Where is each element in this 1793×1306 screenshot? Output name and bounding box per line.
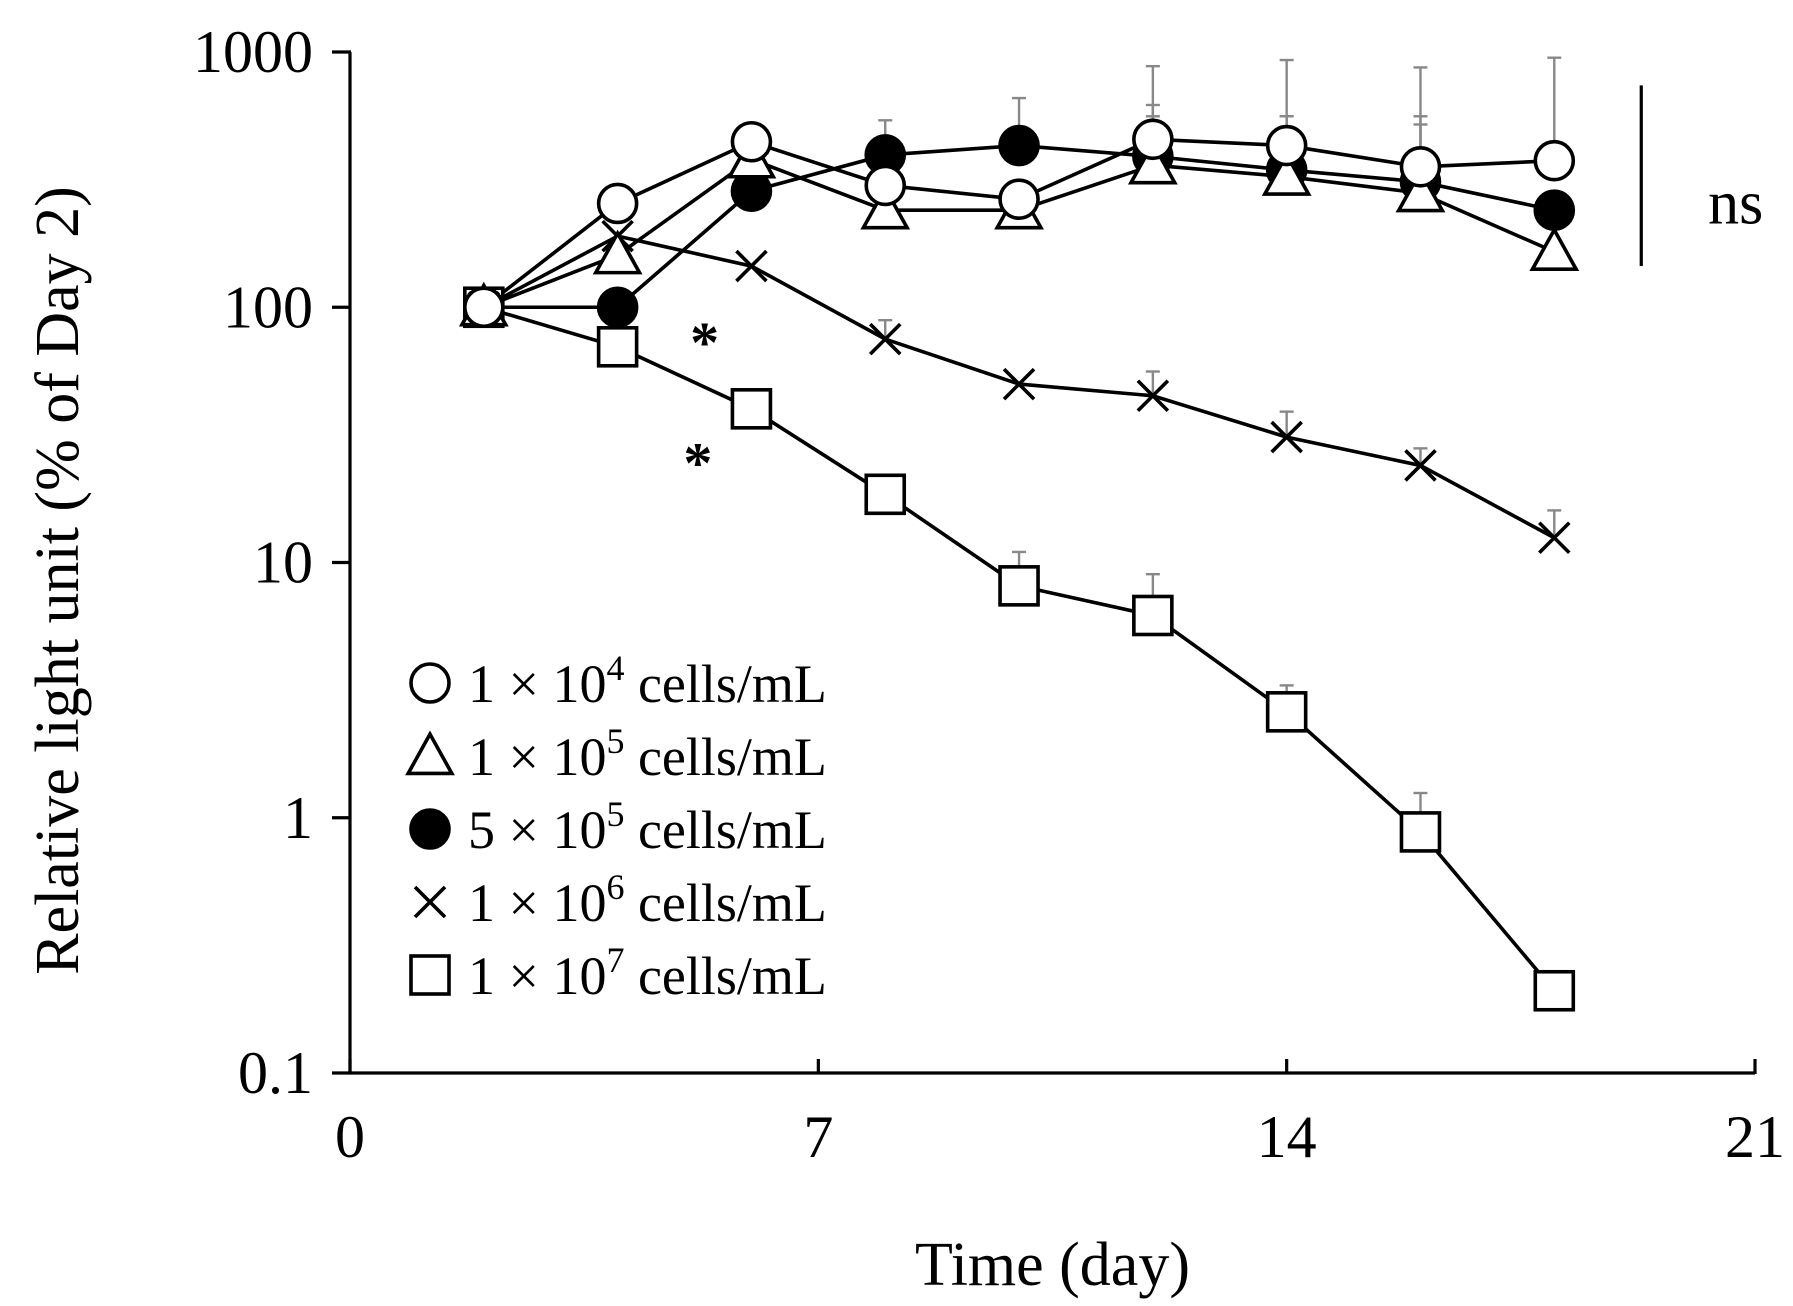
legend-label: 1 × 107 cells/mL xyxy=(468,940,827,1006)
data-point xyxy=(1529,226,1580,272)
data-point xyxy=(1002,367,1036,401)
legend: 1 × 104 cells/mL 1 × 105 cells/mL 5 × 105 … xyxy=(405,648,827,1006)
series-markers xyxy=(458,118,1580,1012)
data-point xyxy=(463,286,505,329)
data-point xyxy=(1265,124,1308,167)
data-point xyxy=(1538,521,1571,555)
legend-label: 5 × 105 cells/mL xyxy=(468,794,827,860)
data-point xyxy=(1270,420,1303,454)
data-point xyxy=(998,178,1040,221)
y-tick-label: 100 xyxy=(223,274,313,340)
legend-marker xyxy=(405,730,455,776)
data-point xyxy=(998,565,1040,607)
y-axis-title: Relative light unit (% of Day 2) xyxy=(24,186,92,975)
data-point xyxy=(592,229,643,275)
data-point xyxy=(1533,969,1576,1012)
x-tick-label: 21 xyxy=(1725,1104,1785,1170)
data-point xyxy=(1399,146,1442,188)
y-tick-label: 1000 xyxy=(193,19,313,85)
data-point xyxy=(1132,594,1174,637)
legend-marker xyxy=(413,885,447,919)
data-point xyxy=(860,184,911,230)
x-axis-title: Time (day) xyxy=(915,1231,1190,1299)
data-point xyxy=(1533,139,1576,182)
legend-label: 1 × 105 cells/mL xyxy=(468,721,827,787)
annotations: * * ns xyxy=(683,85,1763,495)
x-tick-label: 0 xyxy=(335,1104,365,1170)
data-point xyxy=(864,164,907,207)
legend-marker xyxy=(409,954,451,996)
data-point xyxy=(596,325,639,368)
data-point xyxy=(730,388,773,430)
data-point xyxy=(1136,379,1170,413)
legend-marker xyxy=(409,808,451,850)
data-point xyxy=(1265,691,1308,733)
ticks: 0 7 14 21 0.1 1 10 100 1000 xyxy=(193,19,1785,1170)
data-point xyxy=(730,120,773,163)
y-tick-label: 0.1 xyxy=(238,1040,313,1106)
ns-label: ns xyxy=(1708,170,1763,238)
data-point xyxy=(868,322,902,356)
x-tick-label: 14 xyxy=(1257,1104,1317,1170)
legend-label: 1 × 104 cells/mL xyxy=(468,648,827,714)
data-point xyxy=(1127,139,1178,185)
data-point xyxy=(864,473,907,516)
x-tick-label: 7 xyxy=(803,1104,833,1170)
data-point xyxy=(1533,189,1576,232)
y-tick-label: 10 xyxy=(253,530,313,596)
data-point xyxy=(1404,449,1437,482)
significance-asterisk: * xyxy=(683,430,712,495)
data-point xyxy=(596,182,639,225)
data-point xyxy=(1132,118,1174,161)
significance-asterisk: * xyxy=(690,310,719,375)
legend-marker xyxy=(409,662,451,704)
y-tick-label: 1 xyxy=(283,785,313,851)
data-point xyxy=(998,124,1040,167)
data-point xyxy=(1395,167,1446,213)
data-point xyxy=(1261,151,1312,196)
data-point xyxy=(1399,811,1442,853)
series-line-4 xyxy=(482,234,1556,540)
data-point xyxy=(596,286,639,329)
legend-label: 1 × 106 cells/mL xyxy=(468,867,827,933)
data-point xyxy=(735,249,768,283)
